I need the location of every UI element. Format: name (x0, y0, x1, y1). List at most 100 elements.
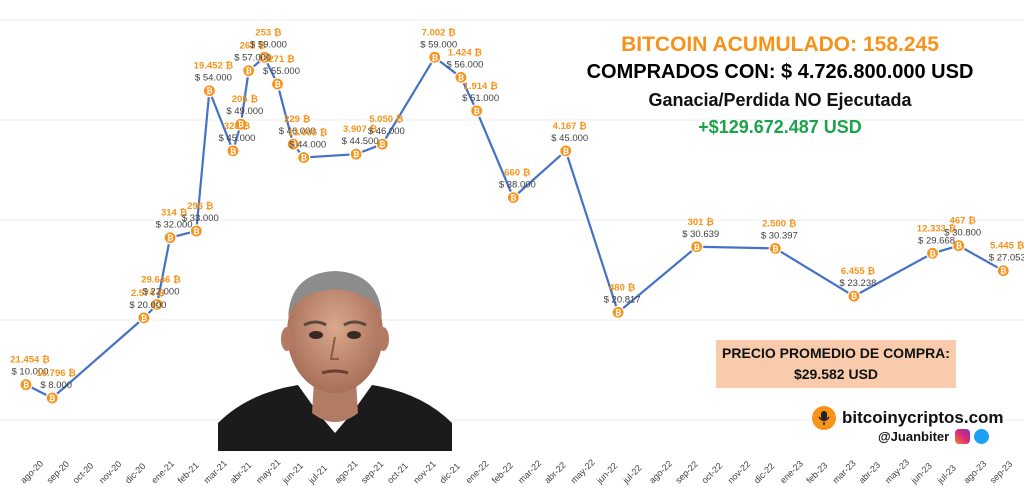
btc-amount-label: 13.005 ₿ (288, 128, 328, 139)
price-label: $ 22.000 (143, 286, 180, 297)
price-label: $ 8.000 (40, 380, 72, 391)
price-label: $ 55.000 (263, 66, 300, 77)
average-price-label: PRECIO PROMEDIO DE COMPRA: (722, 345, 950, 361)
btc-marker: ₿ (690, 240, 704, 254)
btc-marker: ₿ (768, 241, 782, 255)
btc-amount-label: 29.646 ₿ (141, 274, 181, 285)
btc-amount-label: 19.452 ₿ (194, 61, 234, 72)
price-label: $ 30.639 (682, 229, 719, 240)
price-label: $ 56.000 (446, 59, 483, 70)
x-tick-label: nov-21 (411, 459, 438, 486)
price-label: $ 59.000 (250, 39, 287, 50)
btc-marker: ₿ (996, 264, 1010, 278)
btc-amount-label: 7.002 ₿ (422, 27, 456, 38)
btc-marker: ₿ (847, 289, 861, 303)
x-tick-label: may-21 (254, 457, 282, 485)
x-tick-label: mar-23 (831, 458, 858, 485)
price-label: $ 44.000 (289, 140, 326, 151)
x-tick-label: ago-22 (647, 459, 674, 486)
svg-text:₿: ₿ (510, 194, 517, 203)
svg-text:₿: ₿ (1000, 267, 1007, 276)
svg-text:₿: ₿ (615, 308, 622, 317)
price-label: $ 49.000 (226, 106, 263, 117)
btc-marker: ₿ (234, 117, 248, 131)
brand-name[interactable]: bitcoinycriptos.com (842, 408, 1004, 427)
price-label: $ 54.000 (195, 73, 232, 84)
social-row: @Juanbiter (878, 426, 993, 446)
x-tick-label: sep-23 (988, 459, 1015, 486)
svg-text:₿: ₿ (245, 67, 252, 76)
btc-amount-label: 480 ₿ (609, 282, 635, 293)
btc-amount-label: 205 ₿ (232, 94, 258, 105)
svg-text:₿: ₿ (431, 53, 438, 62)
btc-amount-label: 2.500 ₿ (762, 218, 796, 229)
x-tick-label: jul-22 (620, 463, 643, 486)
price-label: $ 32.000 (156, 220, 193, 231)
btc-amount-label: 467 ₿ (950, 216, 976, 227)
x-tick-label: may-22 (569, 457, 597, 485)
instagram-icon[interactable] (955, 428, 971, 444)
x-tick-label: jun-23 (908, 461, 933, 486)
btc-marker: ₿ (163, 231, 177, 245)
x-tick-label: may-23 (883, 457, 911, 485)
price-label: $ 33.000 (182, 213, 219, 224)
x-tick-label: nov-22 (726, 459, 753, 486)
x-tick-label: mar-21 (202, 458, 229, 485)
btc-marker: ₿ (470, 104, 484, 118)
svg-text:₿: ₿ (851, 292, 858, 301)
x-tick-label: jun-21 (280, 461, 305, 486)
price-label: $ 46.000 (279, 126, 316, 137)
btc-amount-label: 660 ₿ (504, 168, 530, 179)
svg-text:₿: ₿ (167, 234, 174, 243)
btc-marker: ₿ (242, 64, 256, 78)
x-tick-label: nov-20 (97, 459, 124, 486)
x-axis-tick-labels: ago-20 sep-20 oct-20 nov-20 dic-20 ene-21 feb-… (18, 457, 1014, 486)
btc-amount-label: 314 ₿ (161, 208, 187, 219)
price-label: $ 29.668 (918, 235, 955, 246)
svg-text:₿: ₿ (562, 147, 569, 156)
btc-amount-label: 262 ₿ (240, 41, 266, 52)
bought-with-heading: COMPRADOS CON: $ 4.726.800.000 USD (586, 61, 974, 83)
btc-amount-label: 301 ₿ (688, 217, 714, 228)
price-label: $ 38.000 (499, 180, 536, 191)
svg-text:₿: ₿ (300, 154, 307, 163)
btc-marker: ₿ (952, 239, 966, 253)
price-label: $ 45.000 (218, 133, 255, 144)
btc-marker: ₿ (286, 137, 300, 151)
btc-amount-label: 5.050 ₿ (369, 114, 403, 125)
btc-marker: ₿ (150, 297, 164, 312)
btc-marker: ₿ (611, 305, 625, 319)
btc-amount-label: 21.454 ₿ (10, 355, 50, 366)
x-tick-label: feb-22 (490, 460, 515, 485)
svg-text:₿: ₿ (23, 381, 30, 390)
svg-text:₿: ₿ (353, 150, 360, 159)
series-line (25, 55, 1004, 400)
x-tick-label: ene-22 (464, 459, 491, 486)
svg-text:₿: ₿ (274, 80, 281, 89)
microphone-bitcoin-logo-icon (812, 406, 836, 430)
btc-amount-label: 2.574 ₿ (131, 288, 165, 299)
x-tick-label: ene-21 (149, 459, 176, 486)
x-tick-label: dic-21 (438, 461, 462, 485)
pnl-value: +$129.672.487 USD (698, 117, 862, 137)
x-tick-label: oct-22 (700, 461, 725, 486)
price-label: $ 20.817 (604, 294, 641, 305)
twitter-icon[interactable] (974, 428, 990, 444)
social-handle[interactable]: @Juanbiter (878, 428, 950, 444)
btc-amount-label: 296 ₿ (187, 201, 213, 212)
svg-text:₿: ₿ (929, 249, 936, 258)
btc-amount-label: 1.424 ₿ (448, 47, 482, 58)
price-label: $ 44.500 (342, 136, 379, 147)
x-tick-label: feb-23 (804, 460, 829, 485)
svg-text:₿: ₿ (693, 243, 700, 252)
portrait-photo (218, 263, 452, 451)
btc-marker: ₿ (297, 150, 311, 165)
price-label: $ 30.800 (944, 228, 981, 239)
x-tick-label: sep-20 (45, 459, 72, 486)
price-label: $ 23.238 (839, 278, 876, 289)
x-tick-label: mar-22 (516, 458, 543, 485)
btc-amount-label: 3.907 ₿ (343, 124, 377, 135)
btc-marker: ₿ (202, 84, 216, 98)
